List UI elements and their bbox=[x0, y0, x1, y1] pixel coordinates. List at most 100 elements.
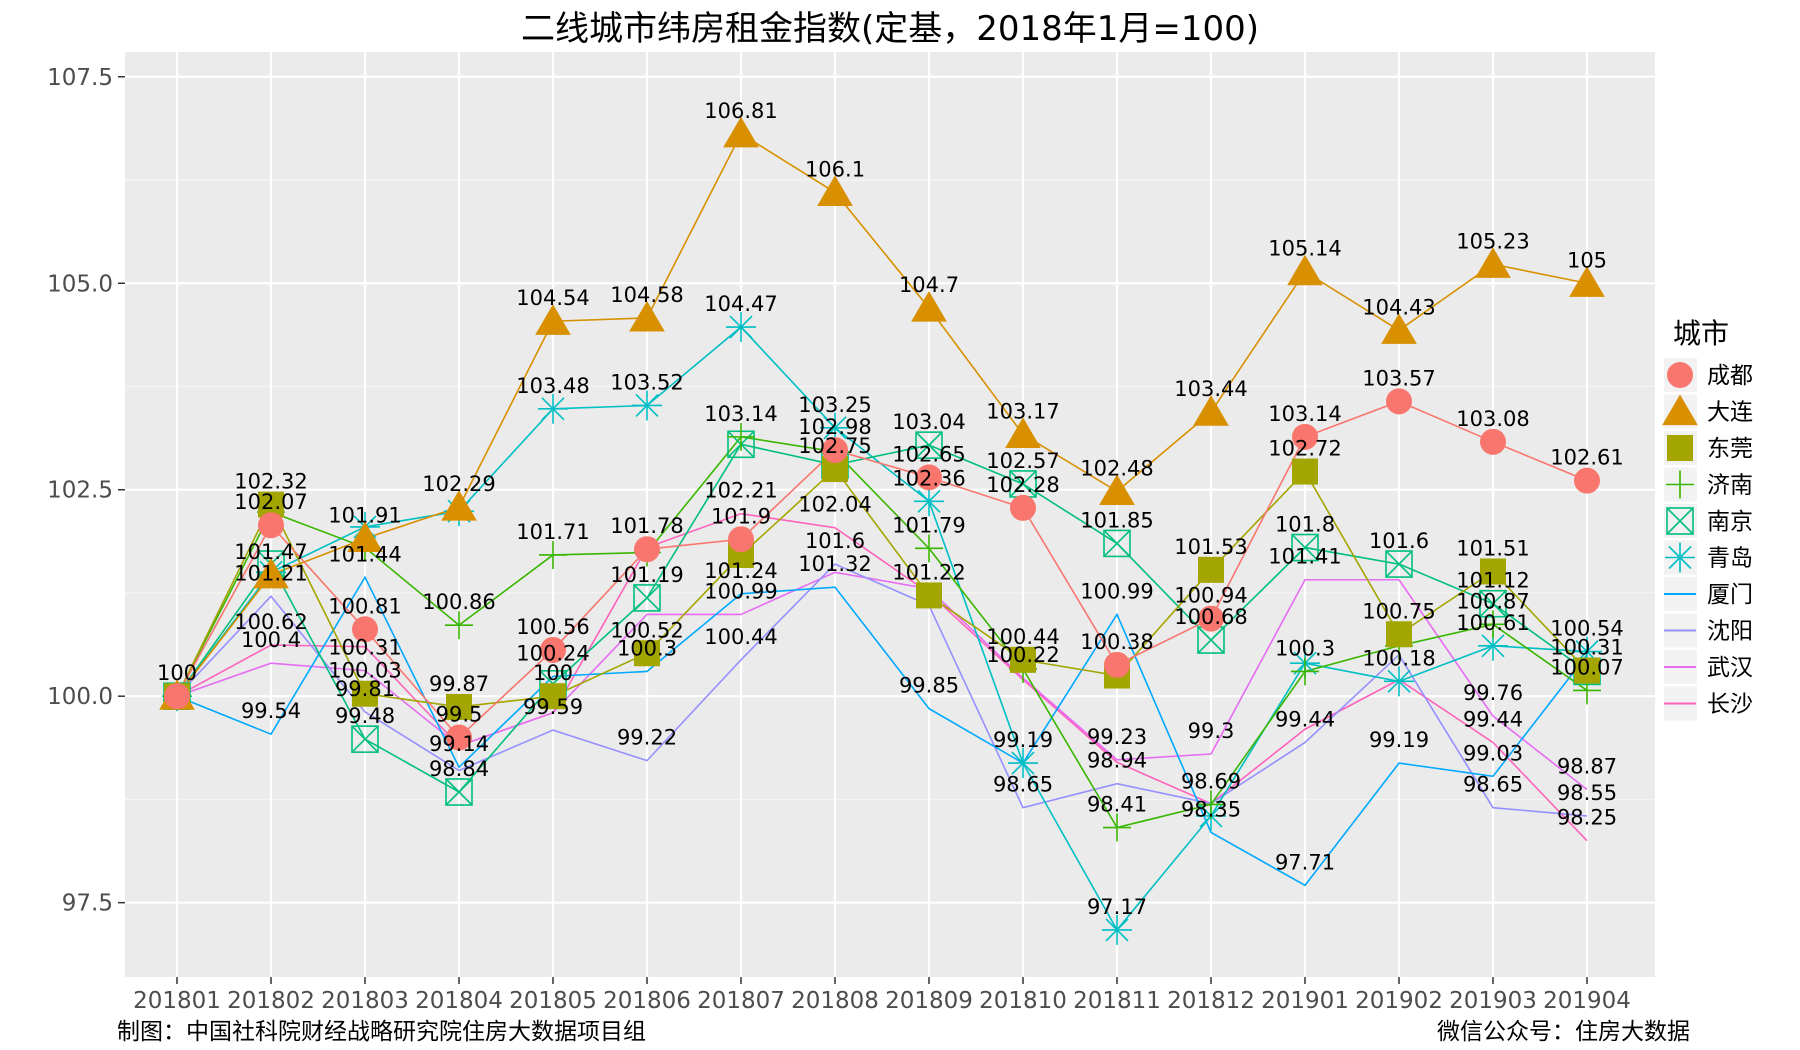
data-label: 99.5 bbox=[436, 702, 483, 726]
data-label: 100.99 bbox=[1080, 579, 1153, 603]
data-point-4-14 bbox=[1479, 589, 1507, 618]
data-label: 101.24 bbox=[704, 559, 777, 583]
legend-marker-1 bbox=[1662, 394, 1698, 426]
x-tick-label: 201904 bbox=[1543, 988, 1631, 1014]
data-point-3-10 bbox=[1103, 813, 1131, 842]
data-point-2-2 bbox=[352, 680, 378, 707]
data-label: 101.41 bbox=[1268, 545, 1341, 569]
data-point-0-9 bbox=[1010, 494, 1036, 521]
x-tick-label: 201901 bbox=[1261, 988, 1349, 1014]
data-point-0-0 bbox=[164, 683, 190, 710]
x-tick-label: 201803 bbox=[321, 988, 409, 1014]
series-line-6 bbox=[176, 575, 1588, 887]
data-label: 102.75 bbox=[798, 434, 871, 458]
data-label: 100.62 bbox=[234, 610, 307, 634]
data-label: 100.31 bbox=[328, 636, 401, 660]
data-point-4-3 bbox=[445, 778, 473, 806]
data-label: 98.35 bbox=[1181, 797, 1241, 821]
data-label: 101.53 bbox=[1174, 535, 1247, 559]
data-point-1-12 bbox=[1287, 254, 1323, 286]
data-label: 102.07 bbox=[234, 490, 307, 514]
data-label: 103.48 bbox=[516, 374, 589, 398]
legend-marker-4 bbox=[1666, 507, 1694, 535]
data-point-2-13 bbox=[1386, 621, 1412, 648]
legend-key-0 bbox=[1664, 358, 1697, 392]
series-line-1 bbox=[176, 132, 1588, 697]
legend-key-4 bbox=[1664, 504, 1697, 538]
data-label: 98.55 bbox=[1557, 781, 1617, 805]
data-label: 101.79 bbox=[892, 513, 965, 537]
data-point-4-12 bbox=[1291, 533, 1319, 562]
legend-label: 青岛 bbox=[1707, 546, 1753, 572]
data-point-0-13 bbox=[1386, 388, 1412, 415]
x-tick-label: 201802 bbox=[227, 988, 315, 1014]
data-label: 97.71 bbox=[1275, 850, 1335, 874]
data-label: 99.85 bbox=[899, 674, 959, 698]
data-label: 100.86 bbox=[422, 590, 495, 614]
data-label: 98.84 bbox=[429, 757, 489, 781]
data-label: 100.99 bbox=[704, 579, 777, 603]
data-label: 100.22 bbox=[986, 643, 1059, 667]
data-point-1-2 bbox=[347, 521, 383, 553]
data-label: 103.52 bbox=[610, 370, 683, 394]
data-point-0-10 bbox=[1104, 651, 1130, 678]
data-label: 97.17 bbox=[1087, 895, 1147, 919]
data-label: 103.25 bbox=[798, 393, 871, 417]
data-label: 101.78 bbox=[610, 514, 683, 538]
data-point-1-5 bbox=[629, 300, 665, 332]
data-point-3-6 bbox=[727, 422, 755, 451]
data-label: 101.8 bbox=[1275, 513, 1335, 537]
legend-key-5 bbox=[1664, 540, 1697, 575]
data-label: 99.3 bbox=[1188, 719, 1235, 743]
data-label: 104.47 bbox=[704, 292, 777, 316]
data-point-2-11 bbox=[1198, 556, 1224, 583]
data-label: 101.91 bbox=[328, 503, 401, 527]
data-point-5-5 bbox=[632, 390, 662, 421]
data-label: 100.3 bbox=[1275, 636, 1335, 660]
data-label: 104.43 bbox=[1362, 295, 1435, 319]
data-label: 101.6 bbox=[805, 529, 865, 553]
data-point-4-2 bbox=[351, 725, 379, 753]
x-tick-label: 201903 bbox=[1449, 988, 1537, 1014]
data-point-1-1 bbox=[253, 557, 289, 589]
footer-credit: 制图：中国社科院财经战略研究院住房大数据项目组 bbox=[117, 1019, 646, 1045]
data-label: 100 bbox=[533, 661, 573, 685]
data-point-0-14 bbox=[1480, 428, 1506, 455]
legend-key-1 bbox=[1662, 394, 1698, 429]
series-line-8 bbox=[176, 571, 1588, 791]
data-label: 102.57 bbox=[986, 449, 1059, 473]
data-point-0-8 bbox=[916, 464, 942, 491]
data-label: 100 bbox=[157, 661, 197, 685]
data-point-0-6 bbox=[728, 526, 754, 553]
data-label: 101.22 bbox=[892, 560, 965, 584]
data-label: 100.03 bbox=[328, 659, 401, 683]
data-point-0-7 bbox=[822, 437, 848, 464]
legend-label: 厦门 bbox=[1707, 582, 1753, 608]
data-point-0-15 bbox=[1574, 467, 1600, 494]
x-tick-label: 201811 bbox=[1073, 988, 1161, 1014]
data-point-0-11 bbox=[1198, 605, 1224, 632]
series-line-2 bbox=[176, 467, 1588, 708]
legend-label: 沈阳 bbox=[1707, 619, 1753, 645]
data-label: 99.19 bbox=[993, 728, 1053, 752]
data-label: 99.59 bbox=[523, 695, 583, 719]
series-group bbox=[159, 116, 1605, 945]
data-label: 100.18 bbox=[1362, 646, 1435, 670]
data-label: 100.3 bbox=[617, 636, 677, 660]
data-point-3-4 bbox=[539, 540, 567, 569]
legend-marker-3 bbox=[1666, 470, 1694, 499]
series-line-9 bbox=[176, 512, 1588, 842]
data-label: 105.23 bbox=[1456, 229, 1529, 253]
data-label: 99.23 bbox=[1087, 725, 1147, 749]
data-point-1-6 bbox=[723, 116, 759, 148]
data-label: 102.29 bbox=[422, 472, 495, 496]
data-label: 99.54 bbox=[241, 699, 301, 723]
y-tick-label: 97.5 bbox=[62, 891, 113, 917]
data-point-0-4 bbox=[540, 636, 566, 663]
data-label: 101.44 bbox=[328, 542, 401, 566]
series-line-0 bbox=[176, 400, 1588, 739]
data-label: 100.44 bbox=[986, 625, 1059, 649]
data-label: 99.76 bbox=[1463, 681, 1523, 705]
data-label: 102.65 bbox=[892, 442, 965, 466]
